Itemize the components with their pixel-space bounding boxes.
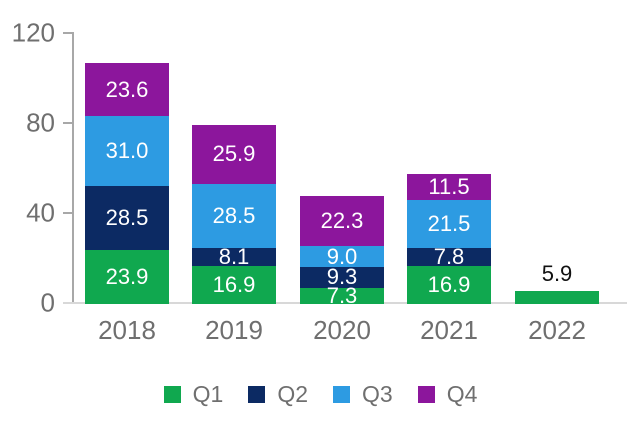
- legend-item-Q4: Q4: [417, 381, 478, 407]
- legend-swatch-Q3: [333, 386, 350, 403]
- bar-segment-2020-Q2: [300, 266, 384, 288]
- y-tick-label: 120: [11, 17, 55, 48]
- legend-swatch-Q1: [163, 386, 181, 403]
- legend-label-Q1: Q1: [192, 381, 224, 407]
- x-label-2020: 2020: [313, 315, 371, 345]
- bar-segment-2021-Q3: [407, 200, 491, 249]
- legend-swatch-Q4: [417, 386, 435, 403]
- bar-segment-2018-Q4: [85, 63, 169, 117]
- y-tick-mark: [63, 212, 72, 214]
- x-label-2018: 2018: [98, 315, 156, 345]
- value-label-2022-Q1: 5.9: [541, 260, 573, 286]
- y-tick-label: 0: [40, 287, 55, 318]
- y-tick-mark: [63, 32, 72, 34]
- legend-item-Q2: Q2: [248, 383, 308, 406]
- bar-segment-2021-Q4: [407, 174, 491, 201]
- legend-item-Q1: Q1: [163, 381, 224, 407]
- x-label-2019: 2019: [205, 315, 263, 345]
- bar-segment-2020-Q3: [300, 246, 384, 267]
- bar-segment-2020-Q1: [300, 287, 384, 304]
- bar-segment-2019-Q1: [192, 265, 276, 304]
- y-tick-label: 80: [26, 107, 55, 138]
- y-tick-mark: [63, 122, 72, 124]
- x-label-2022: 2022: [528, 315, 586, 345]
- bar-segment-2020-Q4: [300, 196, 384, 247]
- bar-segment-2019-Q2: [192, 247, 276, 266]
- legend-label-Q2: Q2: [277, 381, 308, 407]
- legend-item-Q3: Q3: [333, 383, 393, 406]
- legend: Q1 Q2 Q3 Q4: [12, 383, 629, 406]
- x-label-2021: 2021: [420, 315, 478, 345]
- bar-segment-2021-Q2: [407, 248, 491, 266]
- y-tick-label: 40: [26, 197, 55, 228]
- bar-segment-2018-Q2: [85, 186, 169, 251]
- legend-swatch-Q2: [248, 386, 266, 403]
- legend-label-Q4: Q4: [446, 381, 478, 407]
- y-axis-line: [72, 32, 74, 304]
- bar-segment-2019-Q3: [192, 183, 276, 248]
- bar-segment-2018-Q1: [85, 250, 169, 304]
- bar-segment-2018-Q3: [85, 116, 169, 187]
- plot-area: 23.9 28.5 31.0 23.6 16.9 8.1 28.5 25.9 7.3 9.3 9.0…: [85, 63, 599, 304]
- bar-segment-2021-Q1: [407, 265, 491, 304]
- bar-segment-2019-Q4: [192, 125, 276, 184]
- legend-label-Q3: Q3: [362, 381, 393, 407]
- bar-segment-2022-Q1: [515, 290, 599, 304]
